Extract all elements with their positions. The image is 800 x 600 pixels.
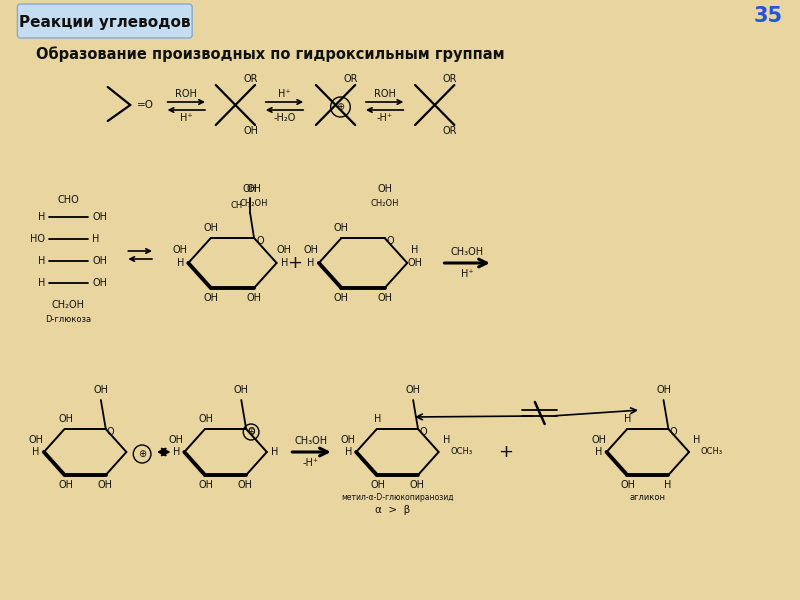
Text: OH: OH	[277, 245, 292, 255]
Text: CH₃OH: CH₃OH	[294, 436, 327, 446]
Text: OR: OR	[343, 74, 358, 84]
Text: OH: OH	[234, 385, 249, 395]
Text: OH: OH	[334, 293, 349, 303]
Text: OH: OH	[203, 223, 218, 233]
Text: OH: OH	[370, 480, 386, 490]
Text: Реакции углеводов: Реакции углеводов	[19, 16, 190, 31]
Text: 35: 35	[754, 6, 783, 26]
Text: CH₂OH: CH₂OH	[240, 199, 268, 208]
Text: ROH: ROH	[374, 89, 395, 99]
Text: OH: OH	[94, 385, 108, 395]
Text: H: H	[694, 435, 701, 445]
Text: OH: OH	[591, 435, 606, 445]
Text: H: H	[173, 447, 180, 457]
Text: OH: OH	[377, 293, 392, 303]
Text: O: O	[670, 427, 677, 437]
Text: α  >  β: α > β	[375, 505, 410, 515]
Text: OH: OH	[29, 435, 43, 445]
Text: H: H	[281, 258, 288, 268]
Text: OH: OH	[621, 480, 636, 490]
Text: +: +	[287, 254, 302, 272]
Text: OH: OH	[98, 480, 112, 490]
Text: OR: OR	[442, 74, 457, 84]
FancyBboxPatch shape	[18, 4, 192, 38]
Text: OCH₃: OCH₃	[701, 448, 723, 457]
Text: OH: OH	[334, 223, 349, 233]
Text: ⊕: ⊕	[336, 102, 345, 112]
Text: ⊕: ⊕	[138, 449, 146, 459]
Text: H: H	[177, 258, 184, 268]
Text: OH: OH	[92, 278, 107, 288]
Text: H⁺: H⁺	[461, 269, 474, 279]
Text: H: H	[443, 435, 450, 445]
Text: CH: CH	[230, 200, 242, 209]
Text: OH: OH	[243, 126, 258, 136]
Text: H: H	[271, 447, 278, 457]
Text: OH: OH	[656, 385, 671, 395]
Text: H: H	[38, 212, 45, 222]
Text: CH₃OH: CH₃OH	[450, 247, 484, 257]
Text: O: O	[386, 236, 394, 246]
Text: OH: OH	[238, 480, 253, 490]
Text: OH: OH	[169, 435, 184, 445]
Text: O: O	[107, 427, 114, 437]
Text: агликон: агликон	[630, 493, 666, 502]
Text: OH: OH	[406, 385, 421, 395]
Text: OH: OH	[198, 480, 214, 490]
Text: O: O	[419, 427, 426, 437]
Text: H: H	[38, 256, 45, 266]
Text: H: H	[307, 258, 314, 268]
Text: -H⁺: -H⁺	[303, 458, 319, 468]
Text: OH: OH	[203, 293, 218, 303]
Text: метил-α-D-глюкопиранозид: метил-α-D-глюкопиранозид	[341, 493, 454, 502]
Text: OH: OH	[341, 435, 356, 445]
Text: H: H	[625, 414, 632, 424]
Text: H: H	[374, 414, 382, 424]
Text: O: O	[256, 236, 264, 246]
Text: OCH₃: OCH₃	[450, 448, 473, 457]
Text: OH: OH	[173, 245, 188, 255]
Text: H: H	[345, 447, 352, 457]
Text: H: H	[664, 480, 671, 490]
Text: OH: OH	[246, 293, 262, 303]
Text: -H⁺: -H⁺	[377, 113, 393, 123]
Text: OH: OH	[58, 480, 73, 490]
Text: O: O	[247, 427, 255, 437]
Text: H: H	[38, 278, 45, 288]
Text: H: H	[595, 447, 602, 457]
Text: CH₂OH: CH₂OH	[370, 199, 399, 208]
Text: ROH: ROH	[175, 89, 198, 99]
Text: OH: OH	[242, 184, 258, 194]
Text: ₂: ₂	[248, 202, 250, 208]
Text: OH: OH	[92, 212, 107, 222]
Text: -H₂O: -H₂O	[274, 113, 296, 123]
Text: =O: =O	[137, 100, 154, 110]
Text: CH₂OH: CH₂OH	[52, 300, 85, 310]
Text: OR: OR	[243, 74, 258, 84]
Text: OH: OH	[198, 414, 214, 424]
Text: H: H	[411, 245, 418, 255]
Text: OH: OH	[407, 258, 422, 268]
Text: OH: OH	[410, 480, 425, 490]
Text: OH: OH	[246, 184, 262, 194]
Text: H: H	[32, 447, 40, 457]
Text: H: H	[92, 234, 99, 244]
Text: Образование производных по гидроксильным группам: Образование производных по гидроксильным…	[36, 46, 505, 62]
Text: OH: OH	[58, 414, 73, 424]
Text: D-глюкоза: D-глюкоза	[46, 314, 91, 323]
Text: +: +	[498, 443, 513, 461]
Text: CHO: CHO	[58, 195, 79, 205]
Text: H⁺: H⁺	[278, 89, 290, 99]
Text: OH: OH	[92, 256, 107, 266]
Text: OH: OH	[303, 245, 318, 255]
Text: HO: HO	[30, 234, 45, 244]
Text: ⊕: ⊕	[247, 427, 255, 437]
Text: OR: OR	[442, 126, 457, 136]
Text: H⁺: H⁺	[180, 113, 193, 123]
Text: OH: OH	[377, 184, 392, 194]
